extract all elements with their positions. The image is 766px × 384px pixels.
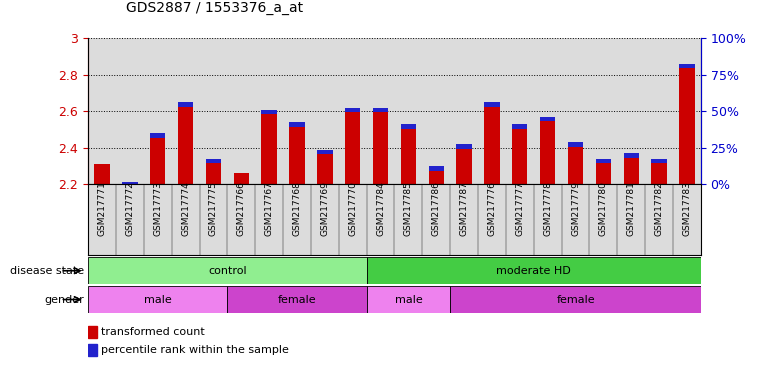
Bar	[234, 174, 249, 184]
Bar	[679, 64, 695, 184]
Bar	[457, 144, 472, 149]
Text: male: male	[144, 295, 172, 305]
Bar	[568, 142, 583, 184]
Bar	[345, 108, 360, 184]
Bar	[94, 164, 110, 184]
Text: GDS2887 / 1553376_a_at: GDS2887 / 1553376_a_at	[126, 2, 303, 15]
Bar	[206, 159, 221, 163]
Bar	[540, 117, 555, 184]
Bar	[373, 108, 388, 112]
Bar	[651, 159, 666, 184]
Bar	[512, 124, 528, 129]
Bar	[373, 108, 388, 184]
Bar	[290, 122, 305, 127]
Text: female: female	[556, 295, 595, 305]
Bar	[317, 150, 332, 154]
Bar	[178, 102, 193, 184]
Bar	[123, 182, 138, 184]
Bar	[450, 286, 701, 313]
Bar	[206, 159, 221, 184]
Bar	[178, 102, 193, 107]
Bar	[429, 166, 444, 170]
Bar	[345, 108, 360, 112]
Bar	[624, 153, 639, 184]
Text: female: female	[278, 295, 316, 305]
Bar	[484, 102, 499, 107]
Text: control: control	[208, 266, 247, 276]
Text: percentile rank within the sample: percentile rank within the sample	[101, 345, 290, 355]
Bar	[367, 286, 450, 313]
Bar	[88, 257, 367, 284]
Bar	[596, 159, 611, 184]
Bar	[261, 109, 277, 114]
Bar	[512, 124, 528, 184]
Text: moderate HD: moderate HD	[496, 266, 571, 276]
Bar	[624, 153, 639, 158]
Bar	[429, 166, 444, 184]
Bar	[540, 117, 555, 121]
Bar	[150, 133, 165, 184]
Bar	[88, 344, 97, 356]
Text: disease state: disease state	[10, 266, 84, 276]
Bar	[568, 142, 583, 147]
Bar	[290, 122, 305, 184]
Bar	[367, 257, 701, 284]
Bar	[401, 124, 416, 129]
Bar	[596, 159, 611, 163]
Bar	[679, 64, 695, 68]
Text: gender: gender	[44, 295, 84, 305]
Bar	[317, 150, 332, 184]
Bar	[457, 144, 472, 184]
Bar	[651, 159, 666, 163]
Text: transformed count: transformed count	[101, 327, 205, 337]
Bar	[88, 286, 228, 313]
Bar	[150, 133, 165, 138]
Bar	[123, 182, 138, 187]
Bar	[261, 109, 277, 184]
Bar	[484, 102, 499, 184]
Text: male: male	[394, 295, 422, 305]
Bar	[228, 286, 367, 313]
Bar	[88, 326, 97, 338]
Bar	[401, 124, 416, 184]
